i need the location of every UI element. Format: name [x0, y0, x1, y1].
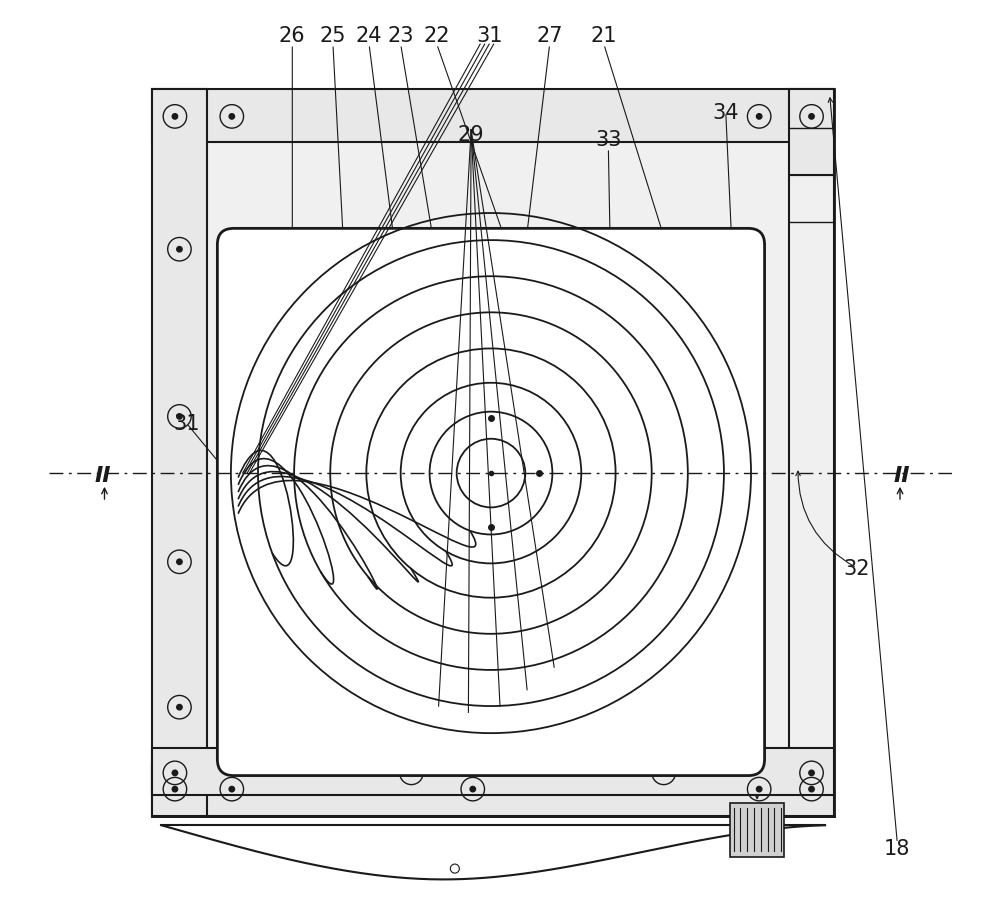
Circle shape [247, 259, 253, 264]
Circle shape [756, 115, 762, 120]
Circle shape [729, 259, 735, 264]
Text: 31: 31 [173, 414, 200, 434]
Text: 32: 32 [843, 558, 870, 578]
Circle shape [172, 115, 178, 120]
Text: 31: 31 [476, 26, 502, 46]
Bar [730, 803, 784, 857]
Circle shape [729, 741, 735, 746]
Circle shape [177, 414, 182, 419]
Circle shape [756, 787, 762, 792]
Text: 33: 33 [595, 130, 622, 150]
Bar [152, 764, 834, 816]
Circle shape [247, 741, 253, 746]
Circle shape [809, 770, 814, 776]
Circle shape [229, 115, 235, 120]
Circle shape [229, 787, 235, 792]
Text: 23: 23 [387, 26, 414, 46]
Circle shape [177, 704, 182, 710]
Bar [152, 90, 834, 816]
Text: II: II [894, 465, 910, 485]
Bar [152, 90, 207, 816]
Bar [152, 749, 834, 796]
Bar [789, 90, 834, 176]
Circle shape [177, 559, 182, 565]
Text: 18: 18 [884, 838, 911, 858]
Circle shape [661, 770, 666, 776]
Text: 26: 26 [279, 26, 306, 46]
Circle shape [809, 115, 814, 120]
Text: 25: 25 [320, 26, 346, 46]
Text: 34: 34 [712, 103, 739, 123]
Text: 24: 24 [356, 26, 382, 46]
Bar [152, 90, 834, 143]
Text: 27: 27 [536, 26, 563, 46]
FancyBboxPatch shape [217, 229, 765, 776]
Circle shape [809, 787, 814, 792]
Text: 29: 29 [458, 125, 484, 145]
Circle shape [177, 247, 182, 253]
Bar [789, 176, 834, 759]
Circle shape [172, 770, 178, 776]
Circle shape [172, 787, 178, 792]
Circle shape [470, 787, 475, 792]
Text: 22: 22 [424, 26, 450, 46]
Text: 21: 21 [591, 26, 617, 46]
Circle shape [409, 770, 414, 776]
Text: II: II [94, 465, 111, 485]
